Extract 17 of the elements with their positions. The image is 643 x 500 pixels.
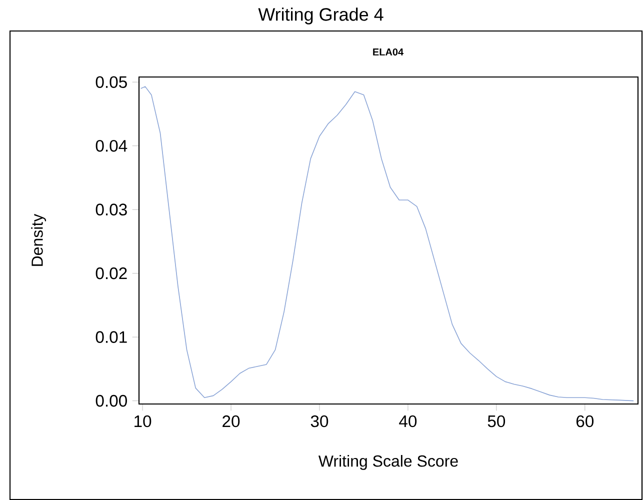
chart-subtitle: ELA04 [373, 48, 404, 56]
x-tick-label: 20 [222, 415, 240, 428]
x-axis-title: Writing Scale Score [318, 454, 458, 470]
x-tick-label: 50 [488, 415, 506, 428]
y-tick-label: 0.05 [96, 76, 127, 88]
line-series [140, 86, 634, 402]
y-tick-label: 0.04 [96, 140, 128, 152]
y-tick-label: 0.01 [96, 331, 127, 343]
y-tick-label: 0.00 [96, 394, 127, 407]
x-tick-label: 60 [576, 415, 594, 428]
x-tick-label: 40 [399, 415, 417, 428]
x-tick-label: 10 [134, 415, 152, 428]
chart-title: Writing Grade 4 [258, 8, 384, 24]
y-tick-label: 0.02 [96, 267, 127, 280]
x-tick-label: 30 [310, 415, 328, 428]
y-axis-title: Density [31, 214, 46, 266]
y-tick-label: 0.03 [96, 204, 127, 216]
